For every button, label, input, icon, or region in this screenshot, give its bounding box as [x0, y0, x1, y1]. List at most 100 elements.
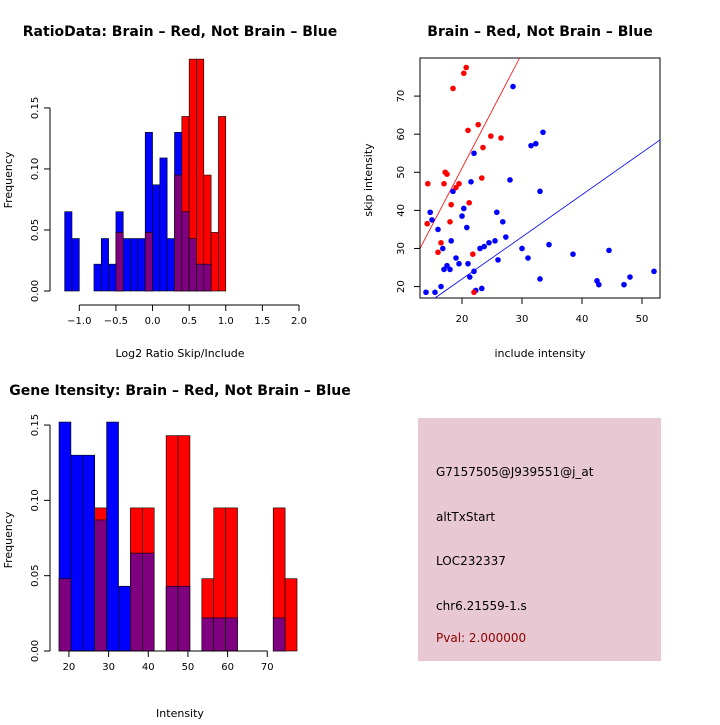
scatter-axes: 20 30 40 50 20 30 40 50 60 70: [396, 90, 648, 325]
brain-point: [448, 201, 455, 208]
scatter-ylabel: skip intensity: [362, 143, 375, 217]
not-brain-point: [519, 245, 525, 252]
not-brain-bar: [82, 454, 96, 652]
ratio-histogram-axes: −1.0 −0.5 0.0 0.5 1.0 1.5 2.0 0.00 0.05 0.10 0.15: [30, 97, 307, 327]
overlap-bar: [177, 585, 191, 652]
not-brain-point: [440, 245, 446, 252]
x-tick-label: 50: [182, 662, 195, 673]
y-tick-label: 20: [396, 280, 407, 293]
y-tick-label: 0.10: [30, 489, 41, 511]
not-brain-point: [494, 209, 500, 216]
y-tick-label: 40: [396, 204, 407, 217]
not-brain-bar: [130, 238, 139, 292]
y-tick-label: 0.00: [30, 280, 41, 302]
not-brain-point: [500, 219, 506, 225]
y-tick-label: 0.15: [30, 414, 41, 436]
x-tick-label: 2.0: [291, 316, 307, 327]
ratio-histogram-bars: [64, 58, 227, 292]
brain-point: [463, 64, 470, 71]
not-brain-point: [486, 239, 492, 246]
gene-intensity-histogram-panel: Gene Itensity: Brain – Red, Not Brain – …: [2, 383, 351, 720]
x-tick-label: 20: [456, 314, 469, 325]
location-text: chr6.21559-1.s: [436, 599, 527, 613]
ratio-histogram-ylabel: Frequency: [2, 151, 15, 208]
x-tick-label: 1.0: [218, 316, 234, 327]
brain-bar: [196, 58, 205, 292]
not-brain-point: [651, 268, 657, 275]
not-brain-point: [627, 274, 633, 280]
not-brain-point: [441, 266, 447, 273]
brain-point: [438, 239, 444, 246]
not-brain-point: [448, 238, 455, 244]
not-brain-bar: [106, 421, 119, 652]
probe-id-text: G7157505@J939551@j_at: [436, 465, 594, 479]
brain-point: [424, 220, 431, 227]
not-brain-bar: [71, 238, 80, 292]
x-tick-label: 40: [142, 662, 155, 673]
not-brain-point: [537, 276, 543, 282]
y-tick-label: 0.00: [30, 640, 41, 662]
brain-point: [461, 70, 467, 77]
not-brain-point: [456, 260, 462, 267]
brain-point: [471, 289, 477, 296]
brain-point: [425, 180, 431, 187]
not-brain-point: [503, 234, 509, 240]
not-brain-point: [495, 257, 501, 263]
not-brain-point: [447, 266, 453, 273]
x-tick-label: −1.0: [67, 316, 91, 327]
brain-point: [441, 180, 447, 187]
not-brain-point: [507, 177, 513, 183]
not-brain-bar: [108, 263, 117, 292]
overlap-bar: [174, 174, 183, 292]
brain-point: [466, 199, 473, 206]
x-tick-label: −0.5: [104, 316, 128, 327]
scatter-points: [423, 64, 657, 296]
y-tick-label: 0.15: [30, 97, 41, 119]
brain-point: [453, 184, 459, 191]
gene-histogram-title: Gene Itensity: Brain – Red, Not Brain – …: [9, 383, 351, 399]
not-brain-point: [427, 209, 434, 216]
not-brain-bar: [137, 238, 146, 292]
overlap-bar: [144, 232, 153, 292]
overlap-bar: [142, 552, 155, 652]
gene-histogram-xlabel: Intensity: [156, 707, 204, 720]
x-tick-label: 1.5: [254, 316, 270, 327]
brain-fit-line: [419, 57, 520, 249]
not-brain-point: [423, 289, 429, 296]
y-tick-label: 50: [396, 166, 407, 179]
brain-point: [450, 85, 456, 92]
overlap-bar: [225, 617, 238, 652]
x-tick-label: 50: [636, 314, 649, 325]
overlap-bar: [115, 232, 124, 292]
not-brain-point: [453, 255, 459, 261]
x-tick-label: 20: [63, 662, 76, 673]
not-brain-point: [464, 224, 470, 231]
not-brain-bar: [166, 238, 175, 292]
gene-name-text: LOC232337: [436, 554, 506, 568]
y-tick-label: 0.05: [30, 565, 41, 587]
not-brain-bar: [100, 238, 109, 292]
not-brain-point: [477, 245, 483, 252]
not-brain-point: [435, 226, 441, 233]
brain-point: [447, 219, 453, 225]
not-brain-point: [468, 179, 474, 185]
gene-histogram-axes: 20 30 40 50 60 70 0.00 0.05 0.10 0.15: [30, 414, 274, 673]
not-brain-bar: [118, 585, 131, 652]
not-brain-point: [471, 150, 477, 157]
x-tick-label: 30: [516, 314, 529, 325]
x-tick-label: 60: [221, 662, 234, 673]
brain-bar: [284, 578, 298, 652]
brain-point: [456, 180, 462, 187]
scatter-fit-lines: [419, 57, 661, 299]
overlap-bar: [201, 617, 215, 652]
overlap-bar: [188, 238, 197, 292]
not-brain-bar: [152, 184, 161, 292]
not-brain-point: [467, 274, 473, 280]
not-brain-point: [479, 285, 485, 292]
brain-bar: [218, 116, 227, 292]
gene-histogram-bars: [58, 421, 298, 652]
brain-point: [498, 135, 504, 141]
overlap-bar: [272, 617, 286, 652]
not-brain-bar: [122, 238, 131, 292]
x-tick-label: 70: [261, 662, 274, 673]
